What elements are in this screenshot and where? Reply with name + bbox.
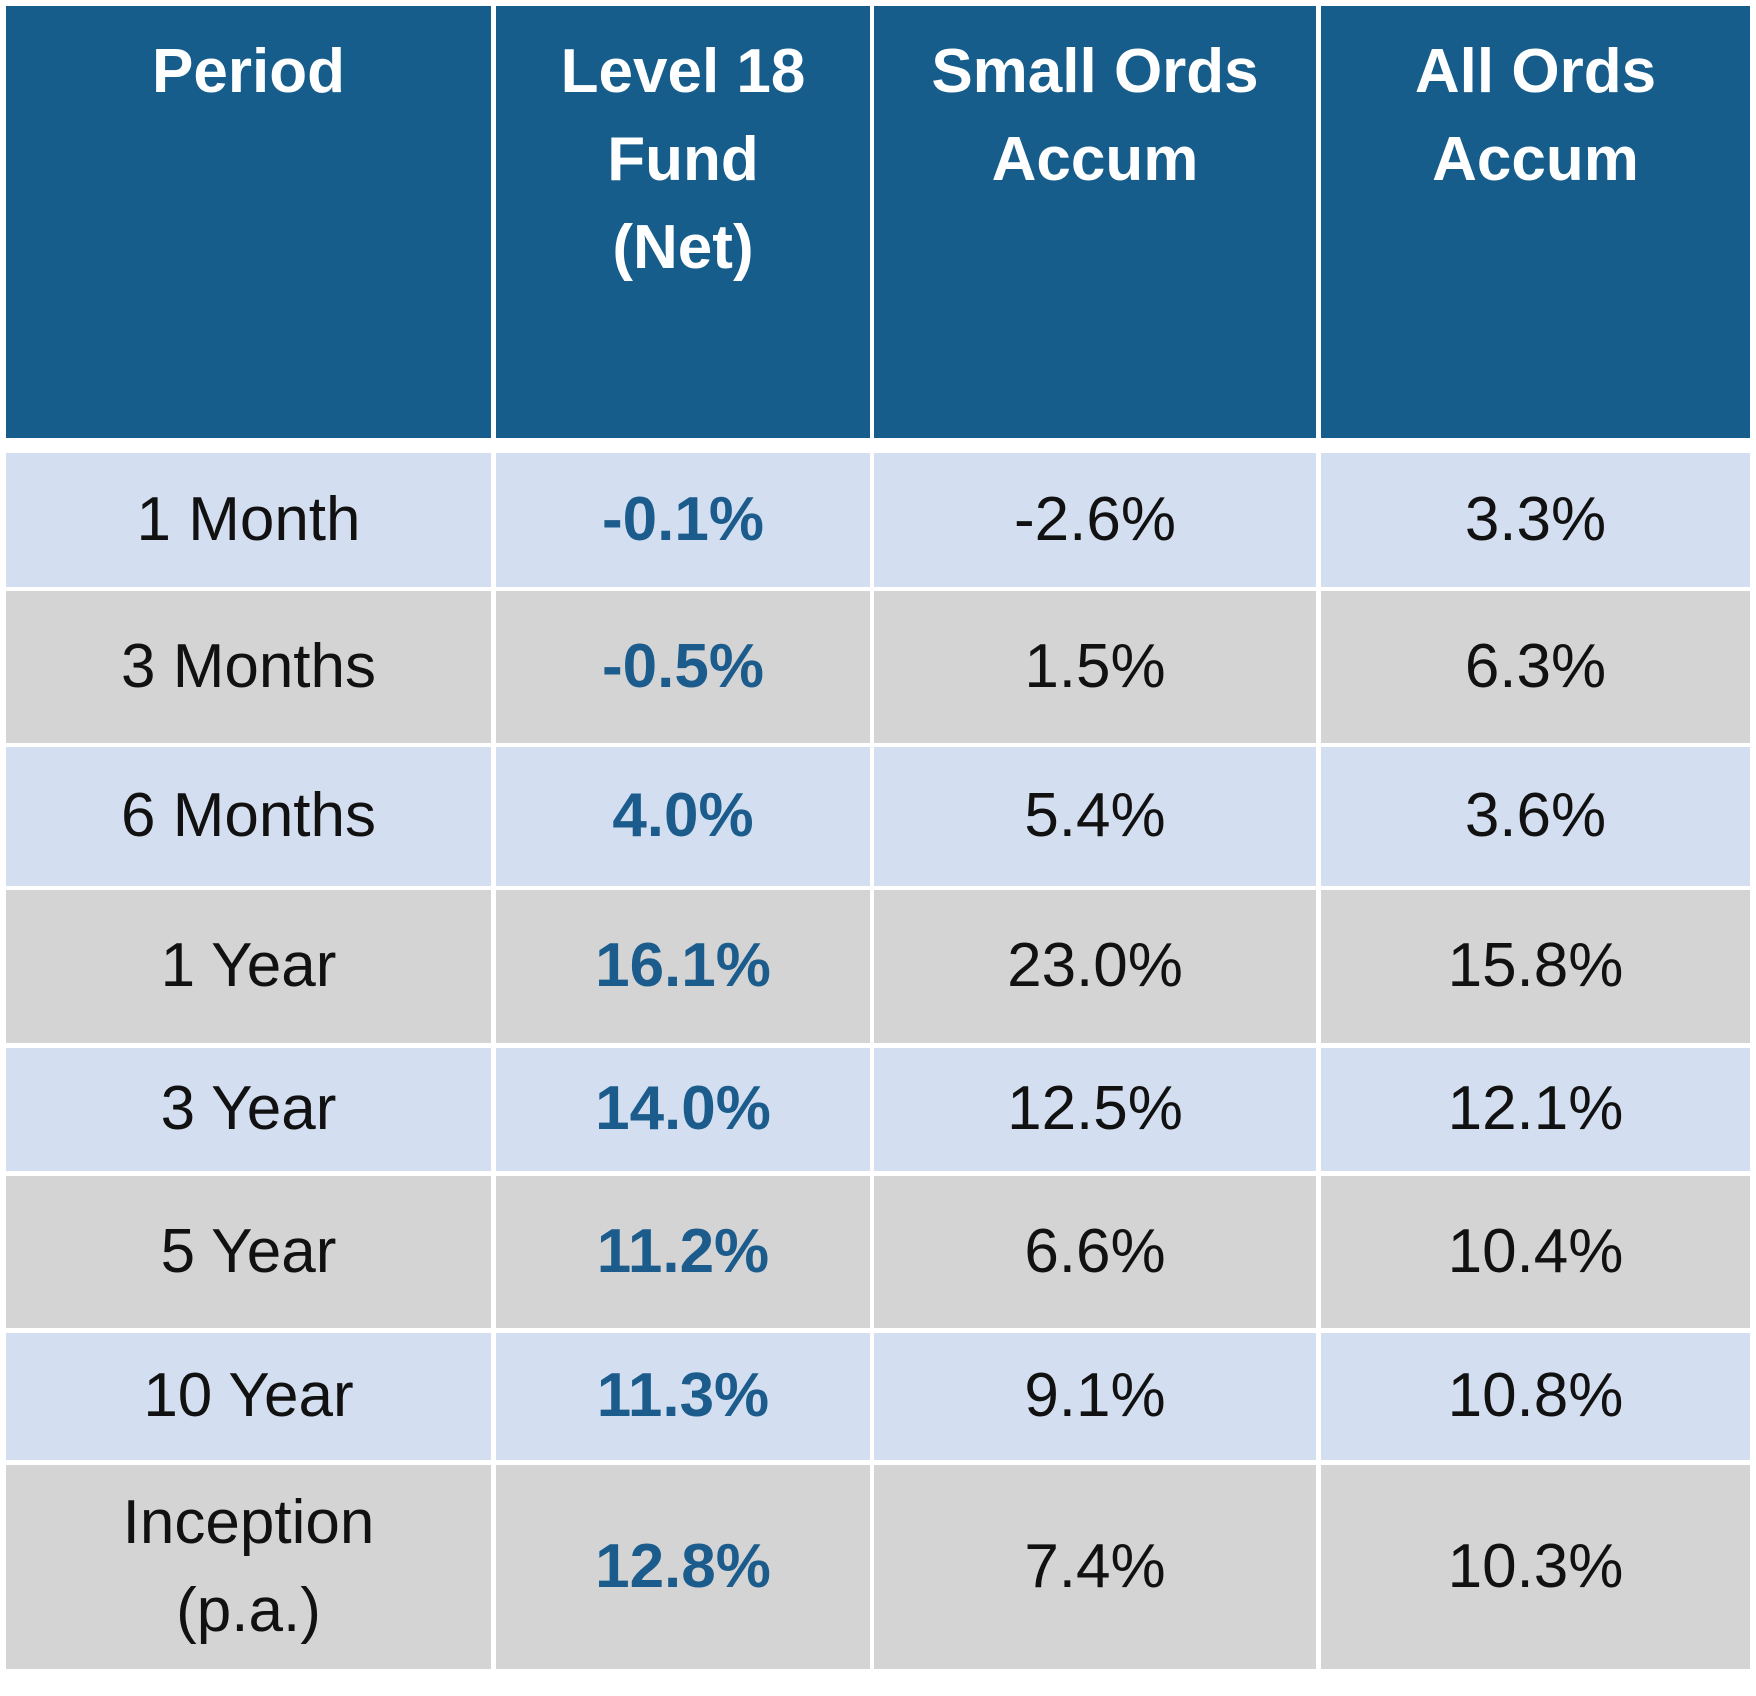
value-cell: 12.5% (874, 1048, 1316, 1171)
value-cell: -0.5% (496, 591, 870, 743)
value-cell: 3.6% (1321, 747, 1750, 886)
period-cell: 5 Year (6, 1176, 491, 1328)
value-cell: 12.8% (496, 1465, 870, 1669)
value-cell: 1.5% (874, 591, 1316, 743)
value-cell: 14.0% (496, 1048, 870, 1171)
period-cell: Inception (p.a.) (6, 1465, 491, 1669)
value-cell: 10.8% (1321, 1333, 1750, 1460)
value-cell: 23.0% (874, 890, 1316, 1043)
value-cell: 7.4% (874, 1465, 1316, 1669)
value-cell: 6.3% (1321, 591, 1750, 743)
period-cell: 1 Month (6, 453, 491, 587)
value-cell: 3.3% (1321, 453, 1750, 587)
value-cell: 9.1% (874, 1333, 1316, 1460)
value-cell: 10.3% (1321, 1465, 1750, 1669)
value-cell: 15.8% (1321, 890, 1750, 1043)
period-cell: 6 Months (6, 747, 491, 886)
period-cell: 3 Months (6, 591, 491, 743)
period-cell: 10 Year (6, 1333, 491, 1460)
value-cell: 11.2% (496, 1176, 870, 1328)
value-cell: -0.1% (496, 453, 870, 587)
header-cell: All Ords Accum (1321, 6, 1750, 438)
value-cell: 12.1% (1321, 1048, 1750, 1171)
value-cell: 4.0% (496, 747, 870, 886)
period-cell: 3 Year (6, 1048, 491, 1171)
period-cell: 1 Year (6, 890, 491, 1043)
header-cell: Period (6, 6, 491, 438)
value-cell: 6.6% (874, 1176, 1316, 1328)
header-cell: Level 18 Fund (Net) (496, 6, 870, 438)
header-cell: Small Ords Accum (874, 6, 1316, 438)
value-cell: 5.4% (874, 747, 1316, 886)
value-cell: 11.3% (496, 1333, 870, 1460)
value-cell: 10.4% (1321, 1176, 1750, 1328)
value-cell: 16.1% (496, 890, 870, 1043)
value-cell: -2.6% (874, 453, 1316, 587)
